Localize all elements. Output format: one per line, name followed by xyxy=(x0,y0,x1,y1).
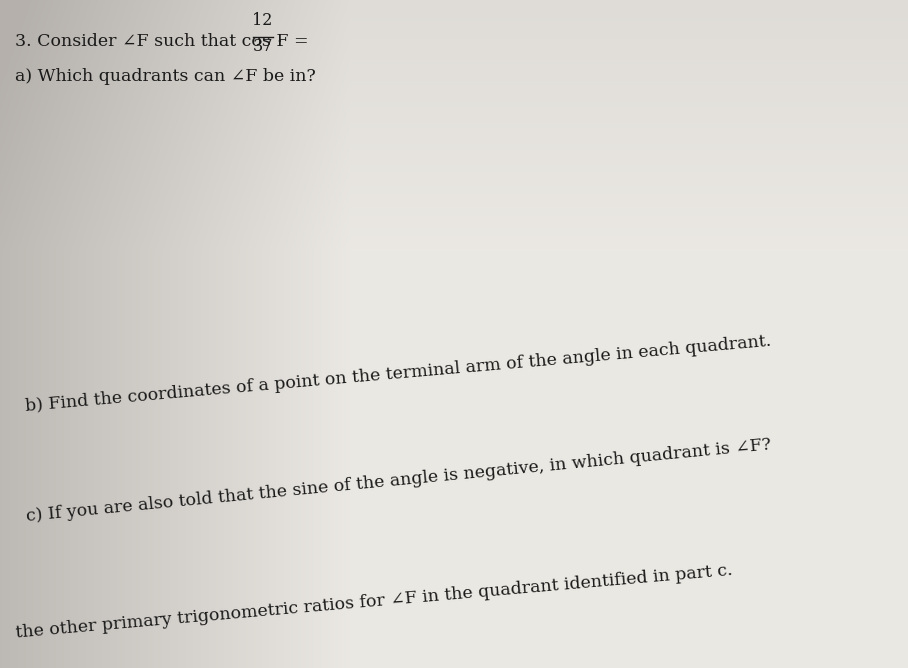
Text: c) If you are also told that the sine of the angle is negative, in which quadran: c) If you are also told that the sine of… xyxy=(25,436,772,525)
Text: b) Find the coordinates of a point on the terminal arm of the angle in each quad: b) Find the coordinates of a point on th… xyxy=(25,333,773,415)
Text: the other primary trigonometric ratios for ∠F in the quadrant identified in part: the other primary trigonometric ratios f… xyxy=(0,562,734,643)
Text: a) Which quadrants can ∠F be in?: a) Which quadrants can ∠F be in? xyxy=(15,68,316,85)
Text: 37: 37 xyxy=(252,38,272,55)
Text: .: . xyxy=(277,29,282,45)
Text: 3. Consider ∠F such that cos F =: 3. Consider ∠F such that cos F = xyxy=(15,33,314,50)
Text: 12: 12 xyxy=(252,12,272,29)
